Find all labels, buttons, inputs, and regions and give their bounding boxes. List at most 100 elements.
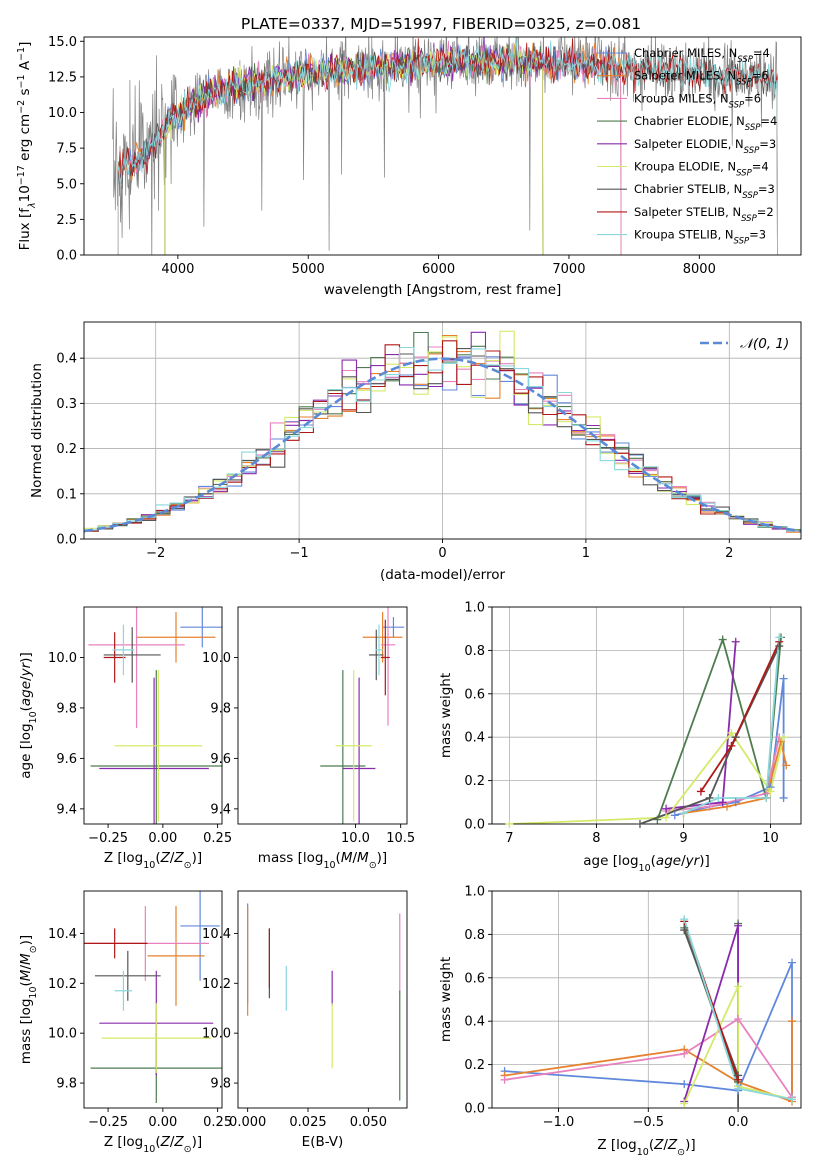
legend-label: Salpeter ELODIE, NSSP=3 — [634, 137, 776, 156]
y-tick-label: 9.8 — [210, 1077, 231, 1092]
legend-label-main: Chabrier ELODIE, N — [634, 114, 745, 128]
legend-label-sub: SSP — [734, 237, 750, 247]
y-tick-label: 0.4 — [56, 352, 77, 367]
x-tick-label: 0.025 — [289, 1115, 326, 1130]
x-tick-label: 0.000 — [229, 1115, 266, 1130]
label-part: ( — [18, 706, 34, 711]
y-tick-label: 0.1 — [56, 487, 77, 502]
y-tick-label: 9.8 — [56, 701, 77, 716]
axes-mass-vs-Z: −0.25 0.00 0.259.810.010.210.4Z [log10(Z/Z… — [18, 890, 232, 1155]
data-point — [180, 607, 222, 648]
y-tick-label: 10.2 — [202, 977, 231, 992]
label-part: )] — [685, 1137, 696, 1153]
weight-marker — [500, 1075, 509, 1084]
legend-label: Salpeter STELIB, NSSP=2 — [634, 205, 774, 224]
y-axis-label: mass [log10(M/M⊙)] — [18, 935, 39, 1064]
data-point — [342, 677, 376, 824]
weight-marker — [762, 793, 771, 802]
x-tick-label: 6000 — [422, 262, 455, 277]
label-part: ] — [17, 42, 33, 47]
legend-label-main: Salpeter MILES, N — [634, 69, 736, 83]
axes-frame — [491, 890, 802, 1109]
label-part: M — [341, 850, 353, 866]
label-part: 10 — [639, 863, 651, 874]
weight-marker — [696, 787, 705, 796]
x-tick-label: 0.00 — [148, 831, 177, 846]
data-point — [88, 607, 185, 729]
data-point — [114, 670, 203, 822]
axes-frame — [237, 890, 408, 1109]
weight-marker — [788, 958, 797, 967]
legend-label-sub: SSP — [745, 123, 761, 133]
model-spectrum-line-8 — [117, 37, 778, 255]
label-part: yr — [18, 661, 34, 677]
weight-marker — [788, 1095, 797, 1104]
label-part: ⊙ — [184, 1144, 192, 1155]
label-part: 10 — [143, 860, 155, 871]
legend-label-sub: SSP — [729, 100, 745, 110]
data-point — [375, 624, 383, 676]
label-part: Z [log — [104, 1134, 143, 1150]
label-part: / — [18, 676, 34, 681]
weight-marker — [727, 728, 736, 737]
label-part: age — [656, 853, 681, 869]
data-point — [380, 619, 390, 696]
legend-label-normal: 𝒩(0, 1) — [740, 336, 789, 352]
label-part: age [log — [583, 853, 638, 869]
y-tick-label: 1.0 — [464, 601, 485, 616]
label-part: / — [170, 850, 175, 866]
weight-marker — [731, 637, 740, 646]
y-tick-label: 1.0 — [464, 885, 485, 900]
label-part: ⊙ — [28, 945, 39, 953]
weight-marker — [734, 1104, 743, 1112]
x-tick-label: 2 — [725, 546, 733, 561]
weight-marker — [679, 809, 688, 818]
legend-label: Kroupa STELIB, NSSP=3 — [634, 228, 766, 247]
legend-label-end: =4 — [752, 160, 769, 174]
y-tick-label: 0.0 — [464, 818, 485, 833]
data-point — [136, 612, 216, 663]
label-part: )] — [699, 853, 710, 869]
weight-line-5 — [683, 986, 793, 1105]
y-axis-label: Normed distribution — [29, 363, 45, 498]
label-part: Z — [160, 1134, 171, 1150]
weight-line-6 — [639, 645, 781, 824]
y-tick-label: 9.4 — [210, 802, 231, 817]
weight-marker — [505, 820, 514, 828]
legend-label-end: =4 — [760, 114, 777, 128]
y-tick-label: 0.2 — [464, 1058, 485, 1073]
legend-label: Kroupa ELODIE, NSSP=4 — [634, 160, 769, 179]
y-tick-label: 0.2 — [56, 442, 77, 457]
y-axis-label: age [log10(age/yr)] — [18, 652, 39, 778]
x-tick-label: −0.25 — [88, 831, 128, 846]
y-tick-label: 10.0 — [48, 1027, 77, 1042]
weight-marker — [714, 793, 723, 802]
y-tick-label: 5.0 — [56, 177, 77, 192]
y-tick-label: 9.6 — [210, 752, 231, 767]
data-point — [84, 928, 148, 959]
y-tick-label: 9.6 — [56, 752, 77, 767]
label-part: age [log — [18, 723, 34, 778]
y-tick-label: 15.0 — [48, 35, 77, 50]
label-part: Z [log — [597, 1137, 636, 1153]
plot-area — [247, 903, 401, 1101]
data-point — [147, 905, 205, 1006]
x-tick-label: 5000 — [292, 262, 325, 277]
y-tick-label: 0.2 — [464, 774, 485, 789]
weight-marker — [776, 737, 785, 746]
y-tick-label: 9.8 — [210, 701, 231, 716]
y-axis-label: mass weight — [438, 957, 454, 1042]
x-axis-label: Z [log10(Z/Z⊙)] — [597, 1137, 695, 1158]
legend-label-sub: SSP — [737, 55, 753, 65]
data-point — [335, 670, 372, 822]
legend-label: Chabrier STELIB, NSSP=3 — [634, 182, 775, 201]
weight-marker — [705, 802, 714, 811]
label-part: Z — [667, 1137, 678, 1153]
legend-label: Salpeter MILES, NSSP=6 — [634, 69, 769, 88]
data-point — [99, 677, 209, 824]
x-tick-label: −0.5 — [633, 1115, 665, 1130]
axes-frame — [83, 606, 223, 825]
label-part: M — [18, 953, 34, 965]
y-tick-label: 0.6 — [464, 971, 485, 986]
